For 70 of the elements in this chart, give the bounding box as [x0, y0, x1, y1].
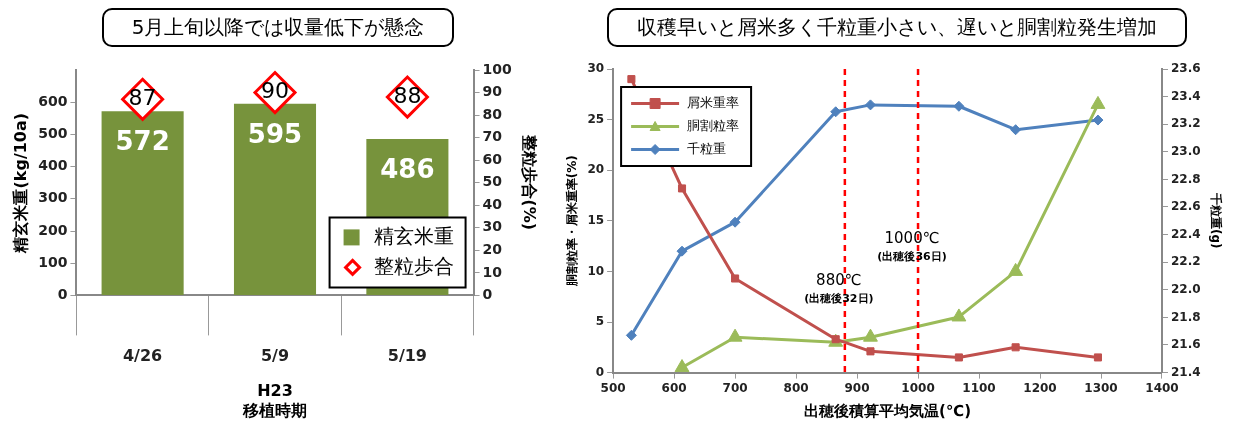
y-tick-label: 300 [38, 189, 68, 206]
x-tick-label: 1400 [1145, 380, 1179, 395]
x-tick-label: 4/26 [122, 346, 163, 366]
y-axis-title: 精玄米重(kg/10a) [10, 112, 30, 254]
y2-tick-label: 0 [482, 286, 493, 303]
y-tick-label: 500 [38, 125, 68, 142]
y2-tick-label: 100 [482, 60, 513, 77]
y2-tick-label: 90 [482, 83, 503, 100]
y2-tick-label: 21.6 [1170, 337, 1201, 352]
y2-axis-title: 千粒重(g) [1208, 192, 1223, 249]
y-tick-label: 0 [595, 364, 605, 379]
legend-label: 整粒歩合 [373, 253, 454, 278]
chart-title: 収穫早いと屑米多く千粒重小さい、遅いと胴割粒発生増加 [607, 8, 1187, 47]
y-tick-label: 400 [38, 157, 68, 174]
y2-tick-label: 23.6 [1170, 61, 1201, 76]
y-tick-label: 5 [595, 314, 605, 329]
x-tick-label: 900 [844, 380, 870, 395]
y-tick-label: 30 [587, 61, 605, 76]
x-axis-title: H23 移植時期 [242, 381, 307, 420]
y2-tick-label: 30 [482, 218, 503, 235]
y-axis-title: 胴割粒率・屑米重率(%) [565, 155, 580, 288]
y-tick-label: 100 [38, 253, 68, 270]
y2-tick-label: 70 [482, 128, 503, 145]
y2-tick-label: 22.4 [1170, 226, 1201, 241]
x-tick-label: 5/9 [260, 346, 290, 366]
legend-label: 精玄米重 [373, 223, 454, 248]
x-tick-label: 700 [722, 380, 748, 395]
legend-label: 胴割粒率 [687, 117, 740, 133]
y-tick-label: 25 [587, 111, 605, 126]
legend-label: 屑米重率 [687, 94, 740, 110]
x-tick-label: 800 [783, 380, 809, 395]
y2-tick-label: 22.8 [1170, 171, 1201, 186]
y-tick-label: 20 [587, 162, 605, 177]
chart-title: 5月上旬以降では収量低下が懸念 [101, 8, 455, 47]
y-tick-label: 200 [38, 221, 68, 238]
data-label: 87 [128, 85, 157, 111]
y-tick-label: 600 [38, 92, 68, 109]
ref-line-label: 880℃ (出穂後32日) [804, 271, 874, 306]
data-label: 572 [115, 125, 170, 156]
y2-tick-label: 40 [482, 195, 503, 212]
y2-tick-label: 22.0 [1170, 281, 1201, 296]
y-tick-label: 10 [587, 263, 605, 278]
x-tick-label: 1300 [1084, 380, 1118, 395]
legend-label: 千粒重 [687, 140, 727, 156]
data-label: 88 [393, 82, 422, 108]
y2-tick-label: 21.8 [1170, 309, 1201, 324]
data-label: 595 [247, 118, 303, 149]
y2-tick-label: 20 [482, 240, 503, 257]
data-label: 486 [380, 153, 435, 184]
x-tick-label: 1100 [962, 380, 996, 395]
x-tick-label: 5/19 [387, 346, 428, 366]
x-tick-label: 1000 [901, 380, 935, 395]
y2-tick-label: 22.6 [1170, 199, 1201, 214]
ref-line-label: 1000℃ (出穂後36日) [877, 228, 947, 263]
y2-tick-label: 50 [482, 173, 503, 190]
x-tick-label: 600 [661, 380, 687, 395]
y2-tick-label: 60 [482, 150, 503, 167]
y2-tick-label: 23.2 [1170, 116, 1201, 131]
y2-tick-label: 22.2 [1170, 254, 1201, 269]
x-axis-title: 出穂後積算平均気温(℃) [804, 401, 971, 420]
y2-tick-label: 23.0 [1170, 143, 1201, 158]
y2-axis-title: 整粒歩合(%) [520, 134, 540, 231]
y2-tick-label: 21.4 [1170, 364, 1201, 379]
y2-tick-label: 23.4 [1170, 88, 1201, 103]
data-label: 90 [261, 78, 289, 104]
y2-tick-label: 10 [482, 263, 503, 280]
y-tick-label: 15 [587, 212, 605, 227]
y-tick-label: 0 [57, 286, 68, 303]
x-tick-label: 1200 [1023, 380, 1057, 395]
y2-tick-label: 80 [482, 105, 503, 122]
